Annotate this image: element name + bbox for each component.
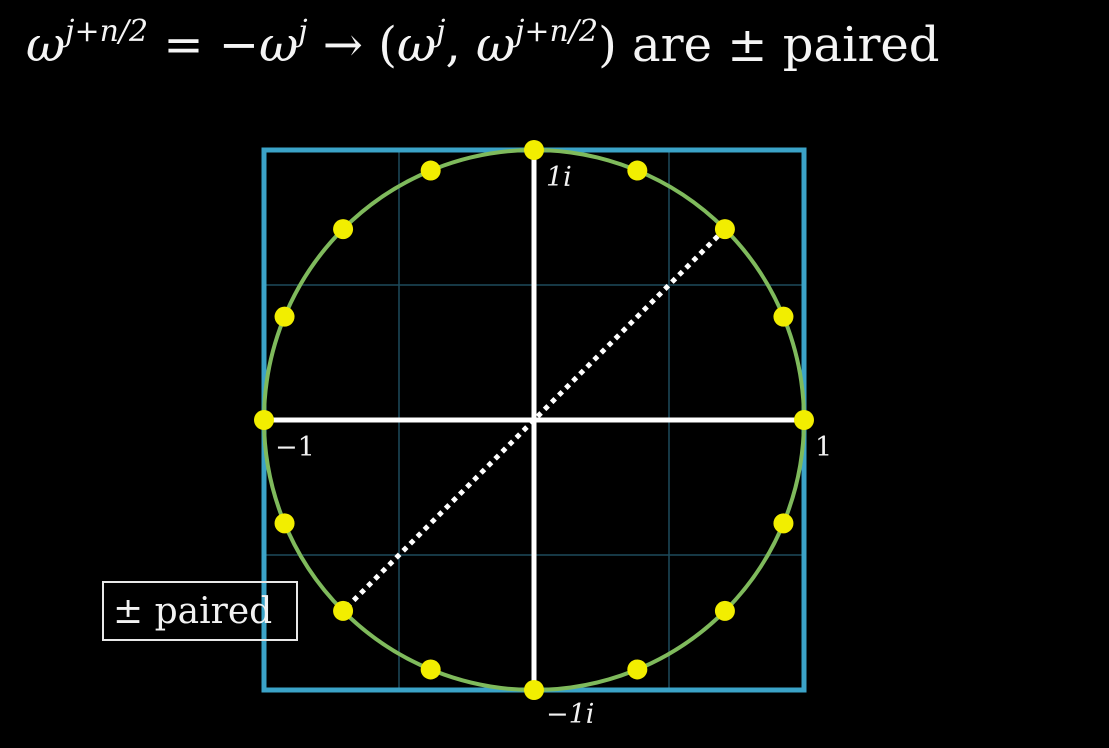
root-point xyxy=(274,306,295,327)
arrow-paren: → ( xyxy=(307,17,397,73)
annotation-box xyxy=(102,581,298,641)
comma: , xyxy=(445,17,476,73)
root-point xyxy=(794,410,814,430)
root-point xyxy=(420,659,441,680)
axis-label-imag-neg: −1i xyxy=(546,699,594,730)
exponent: j+n/2 xyxy=(515,14,599,49)
equals-minus: = − xyxy=(148,17,260,73)
root-point xyxy=(333,219,354,240)
roots-of-unity xyxy=(254,140,814,700)
pair-connector-line xyxy=(341,227,727,613)
root-point xyxy=(274,513,295,534)
omega-symbol: ω xyxy=(259,17,299,73)
axis-label-imag-pos: 1i xyxy=(546,162,572,193)
exponent: j xyxy=(298,14,308,49)
root-point xyxy=(714,600,735,621)
exponent: j xyxy=(436,14,446,49)
root-point xyxy=(627,659,648,680)
root-point xyxy=(333,600,354,621)
close-paren: ) xyxy=(598,17,633,73)
omega-symbol: ω xyxy=(396,17,437,73)
axis-label-real-neg: −1 xyxy=(275,432,315,463)
omega-symbol: ω xyxy=(26,17,66,73)
root-point xyxy=(627,160,648,181)
omega-symbol: ω xyxy=(475,17,516,73)
axis-label-real-pos: 1 xyxy=(815,432,832,463)
headline-text: are ± paired xyxy=(632,17,940,73)
exponent: j+n/2 xyxy=(65,14,149,49)
root-point xyxy=(254,410,274,430)
root-point xyxy=(420,160,441,181)
annotation-label: ± paired xyxy=(113,591,272,632)
root-point xyxy=(773,306,794,327)
root-point xyxy=(524,680,544,700)
headline-formula: ωj+n/2 = −ωj → (ωj, ωj+n/2) are ± paired xyxy=(26,10,940,80)
root-point xyxy=(714,219,735,240)
root-point xyxy=(773,513,794,534)
root-point xyxy=(524,140,544,160)
